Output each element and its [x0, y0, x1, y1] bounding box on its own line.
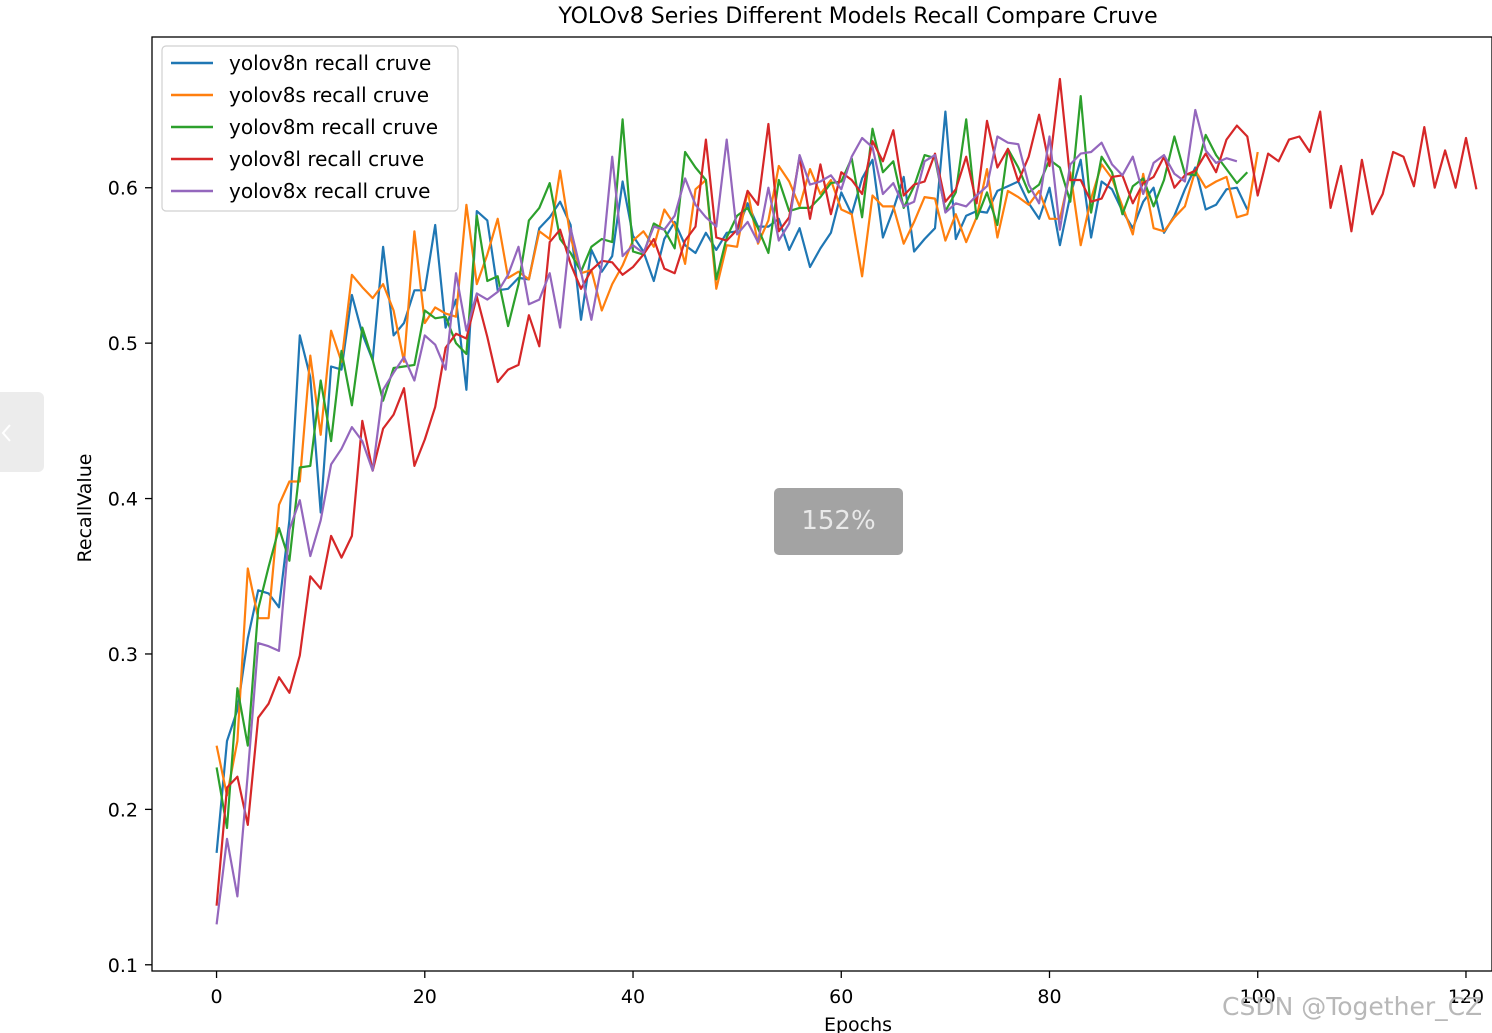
- y-tick-label: 0.3: [108, 644, 138, 666]
- legend-entry-label: yolov8n recall cruve: [229, 51, 431, 75]
- y-tick-label: 0.6: [108, 178, 138, 200]
- y-axis: 0.1 0.2 0.3 0.4 0.5 0.6: [108, 178, 152, 977]
- previous-image-button[interactable]: [0, 392, 44, 472]
- x-tick-label: 100: [1240, 986, 1276, 1008]
- x-tick-label: 60: [829, 986, 853, 1008]
- series-line-2: [215, 151, 1259, 797]
- y-tick-label: 0.5: [108, 333, 138, 355]
- y-axis-label: RecallValue: [74, 454, 96, 563]
- watermark: CSDN @Together_CZ: [1222, 992, 1483, 1021]
- legend-entry-label: yolov8m recall cruve: [229, 115, 438, 139]
- legend: yolov8n recall cruve yolov8s recall cruve…: [161, 45, 459, 212]
- legend-entry-label: yolov8l recall cruve: [229, 147, 424, 171]
- x-tick-label: 120: [1448, 986, 1484, 1008]
- legend-entry-label: yolov8x recall cruve: [229, 179, 430, 203]
- chevron-left-icon: [1, 424, 11, 442]
- series-line-1: [215, 110, 1249, 854]
- y-tick-label: 0.1: [108, 955, 138, 977]
- x-tick-label: 80: [1037, 986, 1061, 1008]
- plot-area: [215, 77, 1478, 925]
- x-tick-label: 40: [621, 986, 645, 1008]
- x-tick-label: 20: [413, 986, 437, 1008]
- series-line-3: [215, 94, 1249, 830]
- zoom-level-badge: 152%: [774, 488, 903, 555]
- x-axis-label: Epochs: [824, 1014, 892, 1033]
- plot-frame: [151, 36, 1492, 972]
- series-line-5: [215, 108, 1238, 925]
- legend-box: [161, 45, 459, 212]
- y-tick-label: 0.2: [108, 799, 138, 821]
- x-axis: 0 20 40 60 80 100 120: [211, 971, 1484, 1008]
- x-tick-label: 0: [211, 986, 223, 1008]
- y-tick-label: 0.4: [108, 489, 138, 511]
- legend-entry-label: yolov8s recall cruve: [229, 83, 429, 107]
- chart-title: YOLOv8 Series Different Models Recall Co…: [557, 4, 1157, 29]
